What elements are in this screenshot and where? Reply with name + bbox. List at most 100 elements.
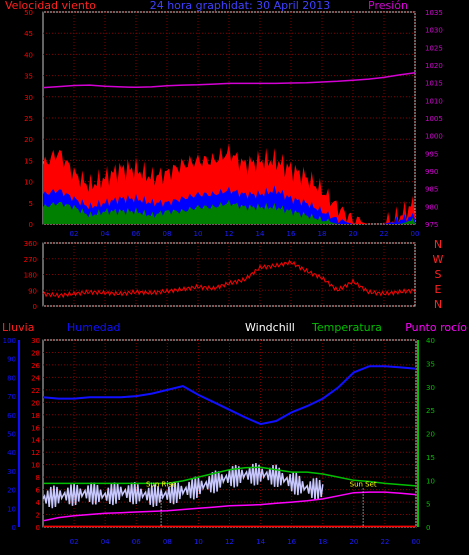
- right-tick-label: 975: [425, 221, 438, 229]
- humidity-tick-label: 80: [7, 374, 16, 382]
- humidity-tick-label: 70: [7, 393, 16, 401]
- series-presion-line: [42, 72, 416, 89]
- direction-tick-label: 180: [24, 272, 37, 280]
- compass-label: E: [435, 283, 442, 296]
- right-tick-label: 985: [425, 186, 438, 194]
- label-lluvia: Lluvia: [2, 321, 34, 334]
- x-tick-label: 16: [287, 538, 296, 546]
- left-tick-label: 0: [29, 221, 33, 229]
- series-punto-rocío-line: [42, 491, 417, 522]
- humidity-tick-label: 30: [7, 468, 16, 476]
- x-tick-label: 04: [101, 538, 110, 546]
- left-temp-tick-label: 28: [31, 349, 40, 357]
- left-temp-tick-label: 22: [31, 387, 40, 395]
- x-tick-label: 20: [349, 538, 358, 546]
- left-temp-tick-label: 12: [31, 449, 40, 457]
- right-temp-tick-label: 40: [426, 337, 435, 345]
- humidity-tick-label: 90: [7, 356, 16, 364]
- humidity-tick-label: 40: [7, 449, 16, 457]
- humidity-tick-label: 20: [7, 487, 16, 495]
- right-tick-label: 990: [425, 168, 438, 176]
- series-temperatura-line: [43, 466, 417, 487]
- right-tick-label: 1000: [425, 133, 443, 141]
- x-tick-label: 22: [380, 538, 389, 546]
- right-temp-tick-label: 10: [426, 477, 435, 485]
- left-temp-tick-label: 24: [31, 374, 40, 382]
- direction-tick-label: 90: [28, 287, 37, 295]
- left-tick-label: 30: [24, 94, 33, 102]
- left-tick-label: 5: [29, 200, 33, 208]
- left-tick-label: 40: [24, 51, 33, 59]
- series-direccion-line: [42, 259, 416, 299]
- sun-annotation-label: Sun Rise: [146, 480, 176, 488]
- humidity-tick-label: 10: [7, 505, 16, 513]
- right-tick-label: 1010: [425, 97, 443, 105]
- x-tick-label: 22: [380, 230, 389, 238]
- left-tick-label: 10: [24, 179, 33, 187]
- left-temp-tick-label: 4: [36, 499, 41, 507]
- left-temp-tick-label: 16: [31, 424, 40, 432]
- left-tick-label: 25: [24, 115, 33, 123]
- right-tick-label: 995: [425, 150, 438, 158]
- label-humedad: Humedad: [67, 321, 120, 334]
- x-tick-label: 14: [256, 538, 265, 546]
- right-temp-tick-label: 35: [426, 360, 435, 368]
- sun-annotation-label: Sun Set: [350, 480, 377, 488]
- x-tick-label: 00: [411, 230, 420, 238]
- series-humedad-line: [42, 365, 417, 426]
- x-tick-label: 08: [163, 230, 172, 238]
- x-tick-label: 06: [132, 230, 141, 238]
- left-tick-label: 15: [24, 157, 33, 165]
- label-punto-rocio: Punto rocío: [405, 321, 467, 334]
- left-tick-label: 45: [24, 30, 33, 38]
- x-tick-label: 14: [256, 230, 265, 238]
- series-windchill-line: [42, 463, 324, 509]
- left-temp-tick-label: 26: [31, 362, 40, 370]
- right-temp-tick-label: 25: [426, 407, 435, 415]
- humidity-tick-label: 50: [7, 431, 16, 439]
- x-tick-label: 20: [349, 230, 358, 238]
- left-temp-tick-label: 18: [31, 412, 40, 420]
- x-tick-label: 10: [194, 230, 203, 238]
- x-tick-label: 08: [163, 538, 172, 546]
- left-temp-tick-label: 10: [31, 462, 40, 470]
- x-tick-label: 04: [101, 230, 110, 238]
- left-temp-tick-label: 2: [36, 512, 40, 520]
- humidity-tick-label: 60: [7, 412, 16, 420]
- right-tick-label: 1005: [425, 115, 443, 123]
- right-temp-tick-label: 15: [426, 454, 435, 462]
- x-tick-label: 16: [287, 230, 296, 238]
- direction-tick-label: 0: [33, 303, 37, 311]
- wind-pressure-panel: 0510152025303540455097598098599099510001…: [24, 9, 443, 238]
- x-tick-label: 18: [318, 538, 327, 546]
- direction-tick-label: 270: [24, 256, 37, 264]
- left-temp-tick-label: 14: [31, 437, 40, 445]
- compass-label: N: [434, 298, 442, 311]
- left-temp-tick-label: 6: [36, 487, 41, 495]
- label-windchill: Windchill: [245, 321, 295, 334]
- direction-tick-label: 360: [24, 240, 37, 248]
- right-tick-label: 1025: [425, 44, 443, 52]
- x-tick-label: 10: [194, 538, 203, 546]
- compass-label: N: [434, 238, 442, 251]
- humidity-tick-label: 0: [12, 524, 16, 532]
- x-tick-label: 12: [225, 230, 234, 238]
- left-temp-tick-label: 8: [36, 474, 40, 482]
- x-tick-label: 02: [70, 538, 79, 546]
- right-temp-tick-label: 0: [426, 524, 430, 532]
- x-tick-label: 12: [225, 538, 234, 546]
- x-tick-label: 18: [318, 230, 327, 238]
- humidity-temperature-panel: 0246810121416182022242628300102030405060…: [3, 337, 435, 546]
- series-lull-area: [43, 199, 415, 224]
- chart-title: 24 hora graphidat: 30 April 2013: [150, 0, 331, 12]
- left-tick-label: 35: [24, 73, 33, 81]
- right-tick-label: 1035: [425, 9, 443, 17]
- x-tick-label: 06: [132, 538, 141, 546]
- right-tick-label: 1015: [425, 80, 443, 88]
- right-axis-label-presion: Presión: [368, 0, 408, 12]
- left-tick-label: 20: [24, 136, 33, 144]
- left-axis-label-velocidad: Velocidad viento: [5, 0, 96, 12]
